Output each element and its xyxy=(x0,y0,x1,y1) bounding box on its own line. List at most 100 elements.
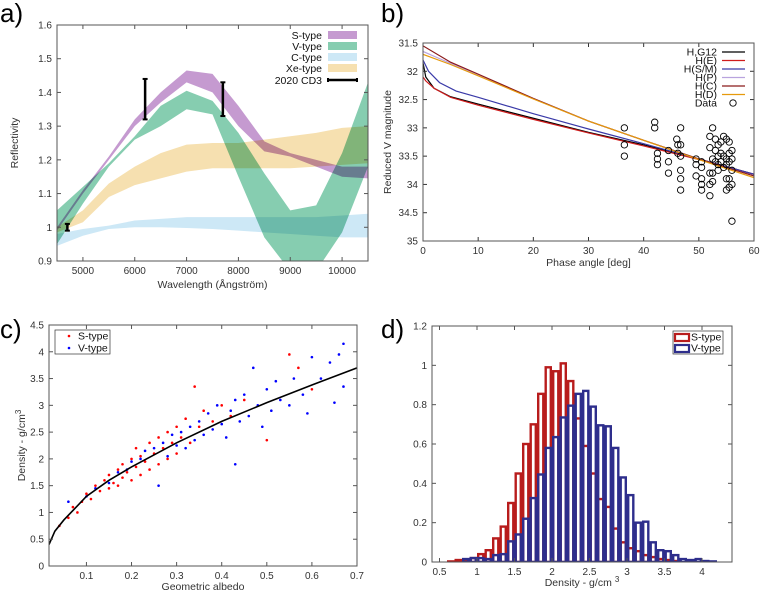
histogram-bar-V-type xyxy=(612,446,620,562)
data-point xyxy=(717,138,725,146)
data-point-V-type xyxy=(292,377,296,380)
panel-label: b) xyxy=(381,0,404,28)
y-tick-label: 3 xyxy=(38,401,44,412)
data-point-V-type xyxy=(202,433,205,437)
x-axis-label: Density - g/cm 3 xyxy=(545,575,620,589)
data-point-V-type xyxy=(328,361,332,364)
data-point xyxy=(725,175,733,183)
x-tick-label: 30 xyxy=(583,246,595,257)
data-point-V-type xyxy=(67,500,70,504)
y-tick-label: 0.9 xyxy=(38,257,52,268)
plot-frame xyxy=(422,42,755,242)
data-point-V-type xyxy=(130,460,133,463)
data-point-V-type xyxy=(319,377,323,380)
histogram-bar-V-type xyxy=(627,493,635,562)
y-tick-label: 1.5 xyxy=(30,481,44,492)
data-point xyxy=(711,146,720,155)
plot-area xyxy=(447,362,718,562)
y-tick-label: 1.5 xyxy=(38,54,52,65)
panel-c: c) 0.1 0.2 0.3 0.4 0.5 0.6 0.7 0 0.5 1 1.5 2 2.5 3 3.5 4… xyxy=(0,314,364,593)
y-tick-label: 1.2 xyxy=(413,322,427,333)
y-axis-label: Density - g/cm3 xyxy=(14,409,28,481)
data-point-S-type xyxy=(242,398,246,402)
data-point-S-type xyxy=(184,417,187,421)
legend-swatch xyxy=(673,332,691,343)
legend-label: H(S/M) xyxy=(684,64,717,76)
data-point-V-type xyxy=(224,436,228,439)
data-point xyxy=(722,175,731,183)
data-point-V-type xyxy=(233,398,237,402)
data-point-V-type xyxy=(206,412,210,415)
data-point-S-type xyxy=(310,387,314,391)
data-point-V-type xyxy=(152,446,156,450)
data-point-S-type xyxy=(202,409,205,412)
histogram-bar-V-type xyxy=(507,540,515,562)
y-tick-label: 1.3 xyxy=(38,122,52,133)
data-point xyxy=(697,180,706,189)
data-point xyxy=(706,169,714,177)
y-tick-label: 1 xyxy=(421,361,427,372)
data-point-V-type xyxy=(310,355,314,359)
data-point xyxy=(651,124,659,132)
data-point-S-type xyxy=(134,446,138,450)
legend-swatch xyxy=(328,31,357,39)
legend-label: H(P) xyxy=(695,72,717,84)
x-tick-label: 3 xyxy=(624,567,630,578)
legend-label: V-type xyxy=(292,41,322,53)
histogram-bar-V-type xyxy=(544,446,553,562)
data-point-V-type xyxy=(247,414,251,418)
y-tick-label: 34.5 xyxy=(399,208,419,219)
data-point xyxy=(620,141,629,149)
data-point-S-type xyxy=(157,436,160,439)
data-point-S-type xyxy=(134,465,138,469)
data-point xyxy=(725,138,733,146)
y-tick-label: 2 xyxy=(38,454,44,465)
data-point xyxy=(692,160,700,169)
data-point-V-type xyxy=(306,412,309,415)
legend-swatch xyxy=(328,42,357,50)
y-tick-label: 1 xyxy=(38,508,44,519)
y-tick-label: 31.5 xyxy=(399,39,419,50)
data-point-S-type xyxy=(166,457,169,461)
plot-area xyxy=(57,70,368,261)
data-point xyxy=(676,124,685,132)
legend-swatch xyxy=(328,53,357,61)
x-tick-label: 20 xyxy=(528,246,540,257)
y-tick-label: 4 xyxy=(38,347,44,358)
data-point-S-type xyxy=(148,468,151,471)
data-point xyxy=(676,175,685,183)
legend-label: S-type xyxy=(78,331,109,343)
x-tick-label: 0.2 xyxy=(125,571,139,582)
data-point xyxy=(728,217,736,225)
x-tick-label: 50 xyxy=(693,246,705,257)
data-point-S-type xyxy=(139,454,142,458)
histogram-bar-V-type xyxy=(664,549,673,562)
data-point-V-type xyxy=(175,444,178,447)
data-point-V-type xyxy=(197,420,201,423)
data-point-V-type xyxy=(220,422,224,426)
data-point xyxy=(653,160,662,169)
data-point xyxy=(728,155,736,163)
x-tick-label: 0.5 xyxy=(260,571,274,582)
data-point xyxy=(714,166,722,174)
y-tick-label: 0 xyxy=(38,562,44,573)
legend-label: Xe-type xyxy=(286,63,322,75)
data-point-V-type xyxy=(157,484,160,487)
data-point-V-type xyxy=(211,428,214,431)
x-tick-label: 6000 xyxy=(124,266,147,277)
y-tick-label: 4.5 xyxy=(30,321,44,332)
plot-area xyxy=(423,45,754,225)
data-point xyxy=(697,186,706,194)
plot-area xyxy=(49,342,357,545)
y-axis-label: Reflectivity xyxy=(9,117,21,169)
data-point xyxy=(706,144,714,152)
histogram-bar-V-type xyxy=(522,517,530,562)
histogram-bar-V-type xyxy=(657,549,665,562)
y-tick-label: 33 xyxy=(407,123,419,134)
x-tick-label: 3.5 xyxy=(658,567,672,578)
data-point-V-type xyxy=(166,454,169,458)
legend-label: S-type xyxy=(292,30,323,42)
data-point-S-type xyxy=(179,436,183,439)
data-point-V-type xyxy=(107,481,111,485)
